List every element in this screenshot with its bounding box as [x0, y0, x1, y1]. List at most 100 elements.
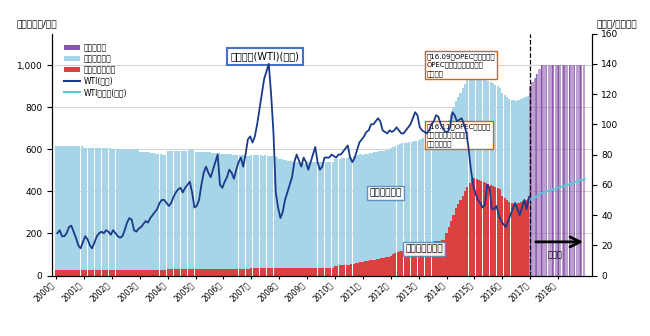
- Bar: [199, 152, 202, 269]
- Bar: [380, 151, 383, 258]
- Bar: [429, 242, 432, 276]
- Bar: [352, 264, 355, 276]
- Bar: [211, 153, 213, 269]
- Bar: [194, 269, 197, 276]
- Bar: [169, 269, 171, 276]
- Bar: [566, 65, 568, 276]
- Bar: [234, 155, 236, 268]
- Bar: [138, 269, 141, 276]
- Bar: [464, 84, 466, 192]
- Bar: [218, 153, 220, 269]
- Bar: [324, 162, 327, 268]
- Bar: [371, 260, 373, 276]
- Bar: [320, 162, 322, 268]
- Bar: [106, 148, 109, 270]
- Bar: [383, 258, 385, 276]
- Bar: [118, 269, 120, 276]
- Bar: [501, 93, 503, 196]
- Bar: [464, 192, 466, 276]
- Bar: [127, 269, 129, 276]
- Bar: [62, 146, 64, 270]
- Bar: [387, 257, 389, 276]
- Bar: [571, 65, 573, 276]
- Bar: [225, 154, 227, 268]
- Bar: [466, 187, 469, 276]
- Bar: [387, 150, 389, 257]
- Bar: [427, 136, 429, 243]
- Bar: [355, 156, 357, 263]
- Bar: [155, 269, 157, 276]
- Bar: [350, 264, 352, 276]
- Bar: [306, 162, 308, 268]
- Bar: [266, 268, 268, 276]
- Bar: [144, 269, 146, 276]
- Bar: [452, 107, 454, 214]
- Bar: [60, 270, 62, 276]
- Bar: [227, 154, 229, 268]
- Bar: [90, 270, 92, 276]
- Bar: [566, 65, 568, 276]
- Bar: [441, 240, 443, 276]
- Bar: [455, 101, 457, 208]
- Bar: [455, 208, 457, 276]
- Bar: [469, 76, 471, 183]
- Bar: [166, 269, 169, 276]
- Bar: [408, 142, 410, 249]
- Bar: [324, 268, 327, 276]
- Bar: [150, 269, 153, 276]
- Bar: [408, 249, 410, 276]
- Bar: [515, 204, 517, 276]
- Bar: [413, 249, 415, 276]
- Bar: [204, 269, 206, 276]
- Bar: [510, 203, 513, 276]
- Bar: [88, 148, 90, 270]
- Bar: [380, 258, 383, 276]
- Bar: [215, 153, 218, 269]
- Bar: [327, 268, 329, 276]
- Bar: [83, 270, 85, 276]
- Bar: [308, 268, 311, 276]
- Bar: [534, 78, 536, 276]
- Bar: [246, 156, 248, 268]
- Bar: [255, 155, 257, 268]
- Bar: [441, 133, 443, 240]
- Bar: [164, 155, 166, 269]
- Bar: [304, 267, 306, 276]
- Bar: [346, 158, 348, 265]
- Bar: [578, 65, 580, 276]
- Bar: [178, 151, 181, 269]
- Bar: [141, 269, 143, 276]
- Bar: [559, 65, 562, 276]
- Bar: [162, 269, 164, 276]
- Bar: [548, 65, 550, 276]
- Bar: [462, 88, 464, 196]
- Bar: [297, 162, 299, 267]
- Bar: [399, 144, 401, 251]
- Bar: [462, 196, 464, 276]
- Bar: [79, 146, 81, 270]
- Bar: [520, 202, 522, 276]
- Bar: [357, 155, 359, 263]
- Bar: [125, 149, 127, 269]
- Bar: [257, 155, 259, 268]
- Bar: [578, 65, 580, 276]
- Bar: [392, 254, 394, 276]
- Bar: [457, 204, 459, 276]
- Bar: [404, 250, 406, 276]
- Bar: [246, 268, 248, 276]
- Text: 見通し: 見通し: [548, 250, 563, 259]
- Bar: [250, 155, 252, 268]
- Bar: [332, 162, 333, 268]
- Bar: [364, 261, 366, 276]
- Bar: [336, 266, 339, 276]
- Bar: [538, 69, 541, 276]
- Bar: [517, 203, 519, 276]
- Bar: [376, 259, 378, 276]
- Bar: [311, 162, 313, 268]
- Bar: [359, 154, 361, 262]
- Bar: [172, 269, 174, 276]
- Bar: [439, 241, 441, 276]
- Bar: [534, 78, 536, 276]
- Bar: [460, 200, 461, 276]
- Bar: [341, 158, 343, 265]
